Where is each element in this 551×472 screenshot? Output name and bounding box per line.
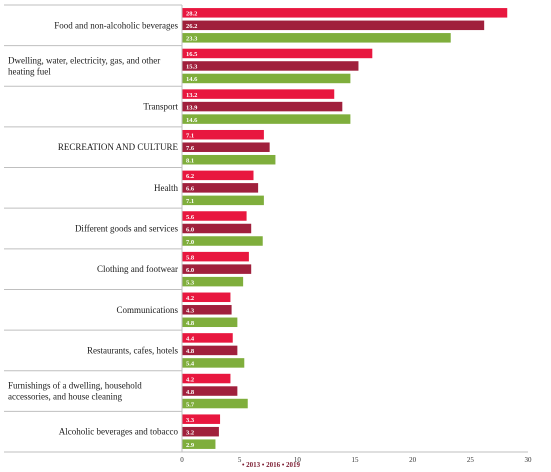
- bar-value-label: 6.6: [186, 186, 195, 193]
- bar-2013: [182, 129, 264, 140]
- bar-value-label: 14.6: [186, 76, 198, 83]
- bar-value-labels: 28.2 26.2 23.3 16.5 15.3 14.6 13.2 13.9 14.6 7.1 7…: [186, 11, 198, 449]
- bar-value-label: 6.0: [186, 226, 194, 233]
- x-tick-label: 10: [294, 456, 302, 464]
- bar-value-label: 4.2: [186, 376, 194, 383]
- bar-value-label: 3.3: [186, 417, 195, 424]
- bar-2019: [182, 154, 276, 165]
- category-label: Communications: [117, 305, 179, 315]
- bar-2013: [182, 89, 335, 99]
- bar-2019: [182, 358, 245, 368]
- bar-value-label: 7.1: [186, 198, 194, 205]
- bar-2019: [182, 73, 351, 84]
- bar-value-label: 4.8: [186, 320, 195, 327]
- bar-value-label: 16.5: [186, 51, 198, 58]
- bar-2013: [182, 333, 233, 343]
- bar-value-label: 7.6: [186, 145, 195, 152]
- bar-2019: [182, 195, 264, 206]
- bar-2013: [182, 373, 231, 384]
- bar-value-label: 7.1: [186, 132, 194, 139]
- bar-value-label: 4.8: [186, 348, 195, 355]
- bar-value-label: 5.6: [186, 214, 195, 221]
- bar-2019: [182, 439, 216, 449]
- bar-2013: [182, 251, 249, 262]
- bar-value-label: 4.2: [186, 295, 194, 302]
- bar-value-label: 4.8: [186, 389, 195, 396]
- bar-2016: [182, 20, 485, 31]
- bar-value-label: 5.8: [186, 254, 195, 261]
- bar-value-label: 14.6: [186, 117, 198, 124]
- category-label: Health: [154, 183, 178, 193]
- bar-2016: [182, 142, 270, 152]
- bars: [182, 8, 508, 449]
- bar-2016: [182, 223, 252, 234]
- bar-2019: [182, 317, 238, 328]
- bar-value-label: 23.3: [186, 36, 198, 43]
- x-tick-label: 5: [238, 456, 242, 464]
- bar-2013: [182, 8, 508, 18]
- category-label: Food and non-alcoholic beverages: [54, 20, 178, 30]
- category-label: Different goods and services: [75, 224, 179, 234]
- category-label: Transport: [143, 102, 178, 112]
- x-tick-labels: 0 5 10 15 20 25 30: [180, 456, 532, 464]
- bar-value-label: 13.9: [186, 104, 198, 111]
- bar-2016: [182, 386, 238, 396]
- x-tick-label: 15: [352, 456, 360, 464]
- x-tick-label: 20: [409, 456, 417, 464]
- bar-2016: [182, 345, 238, 356]
- category-label: Dwelling, water, electricity, gas, and o…: [8, 55, 160, 76]
- bar-2016: [182, 61, 359, 71]
- category-label: RECREATION AND CULTURE: [58, 142, 179, 152]
- bar-2016: [182, 305, 232, 315]
- category-label: Restaurants, cafes, hotels: [87, 345, 178, 355]
- bar-value-label: 5.3: [186, 279, 195, 286]
- bar-2013: [182, 48, 373, 59]
- bar-value-label: 5.7: [186, 401, 195, 408]
- bar-value-label: 15.3: [186, 64, 198, 71]
- x-tick-label: 0: [180, 456, 184, 464]
- bar-2019: [182, 398, 248, 409]
- bar-2016: [182, 183, 259, 193]
- bar-value-label: 3.2: [186, 429, 194, 436]
- bar-2013: [182, 170, 254, 181]
- category-label-line: Furnishings of a dwelling, household: [8, 381, 142, 391]
- bar-value-label: 13.2: [186, 92, 197, 99]
- bar-2013: [182, 414, 221, 424]
- bar-2019: [182, 33, 451, 43]
- bar-value-label: 5.4: [186, 361, 195, 368]
- category-label-line: Dwelling, water, electricity, gas, and o…: [8, 55, 160, 65]
- bar-2013: [182, 292, 231, 303]
- bar-value-label: 4.3: [186, 308, 195, 315]
- x-tick-label: 25: [467, 456, 475, 464]
- bar-2019: [182, 114, 351, 124]
- bar-value-label: 7.0: [186, 239, 194, 246]
- category-label: Alcoholic beverages and tobacco: [59, 427, 179, 437]
- bar-2019: [182, 276, 244, 287]
- bar-value-label: 8.1: [186, 157, 194, 164]
- bar-value-label: 26.2: [186, 23, 197, 30]
- bar-value-label: 2.9: [186, 442, 195, 449]
- x-tick-label: 30: [525, 456, 533, 464]
- bar-value-label: 6.0: [186, 267, 194, 274]
- bar-value-label: 4.4: [186, 336, 195, 343]
- bar-value-label: 6.2: [186, 173, 194, 180]
- bar-2016: [182, 264, 252, 274]
- category-label: Furnishings of a dwelling, household acce…: [8, 381, 142, 402]
- bar-2013: [182, 211, 247, 221]
- legend: • 2013 • 2016 • 2019: [242, 461, 301, 469]
- bar-2016: [182, 426, 219, 437]
- bar-value-label: 28.2: [186, 11, 197, 18]
- category-label-line: heating fuel: [8, 66, 51, 76]
- bar-2016: [182, 101, 343, 112]
- category-labels: Food and non-alcoholic beverages Dwelling…: [8, 20, 178, 436]
- category-separators: [4, 4, 182, 453]
- category-label: Clothing and footwear: [97, 264, 178, 274]
- category-label-line: accessories, and house cleaning: [8, 392, 122, 402]
- bar-2019: [182, 236, 263, 246]
